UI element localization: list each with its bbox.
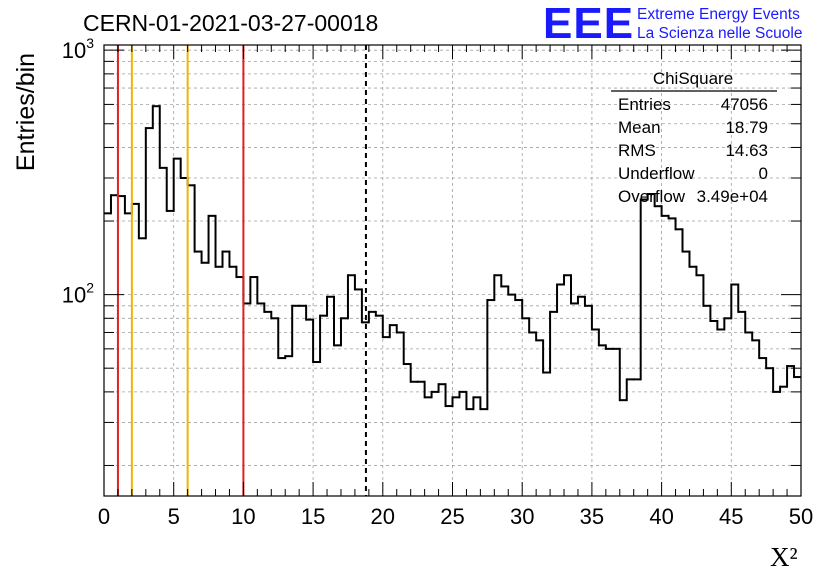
x-tick-label: 10 [231, 504, 255, 529]
x-tick-label: 5 [168, 504, 180, 529]
x-tick-label: 30 [510, 504, 534, 529]
stats-header: ChiSquare [653, 69, 733, 88]
stats-value: 14.63 [725, 141, 768, 160]
logo-line-1: Extreme Energy Events [637, 6, 800, 23]
y-tick-label: 102 [62, 280, 94, 308]
x-tick-label: 40 [649, 504, 673, 529]
stats-label: Overflow [618, 187, 686, 206]
page-title: CERN-01-2021-03-27-00018 [83, 10, 379, 36]
marker-lines [116, 45, 367, 496]
x-tick-label: 20 [371, 504, 395, 529]
x-tick-label: 45 [719, 504, 743, 529]
x-axis-label: X² [770, 542, 798, 572]
stats-box: ChiSquare Entries 47056 Mean 18.79 RMS 14.63 U… [611, 69, 777, 206]
y-tick-label: 103 [62, 35, 94, 63]
stats-label: RMS [618, 141, 656, 160]
stats-value: 47056 [721, 95, 768, 114]
x-tick-label: 50 [789, 504, 813, 529]
x-tick-label: 25 [440, 504, 464, 529]
eee-logo-mark: EEE [543, 0, 635, 48]
axis-ticks [103, 45, 802, 496]
y-tick-labels: 102 103 [62, 35, 94, 307]
histogram-series [104, 105, 801, 411]
grid-lines [104, 45, 801, 496]
stats-label: Entries [618, 95, 671, 114]
x-tick-label: 35 [580, 504, 604, 529]
stats-value: 3.49e+04 [697, 187, 768, 206]
stats-label: Mean [618, 118, 661, 137]
stats-value: 0 [759, 164, 768, 183]
x-tick-labels: 0 5 10 15 20 25 30 35 40 45 50 [98, 504, 813, 529]
stats-value: 18.79 [725, 118, 768, 137]
x-tick-label: 0 [98, 504, 110, 529]
stats-label: Underflow [618, 164, 695, 183]
x-tick-label: 15 [301, 504, 325, 529]
y-axis-label: Entries/bin [12, 53, 40, 171]
logo-line-2: La Scienza nelle Scuole [637, 25, 803, 42]
